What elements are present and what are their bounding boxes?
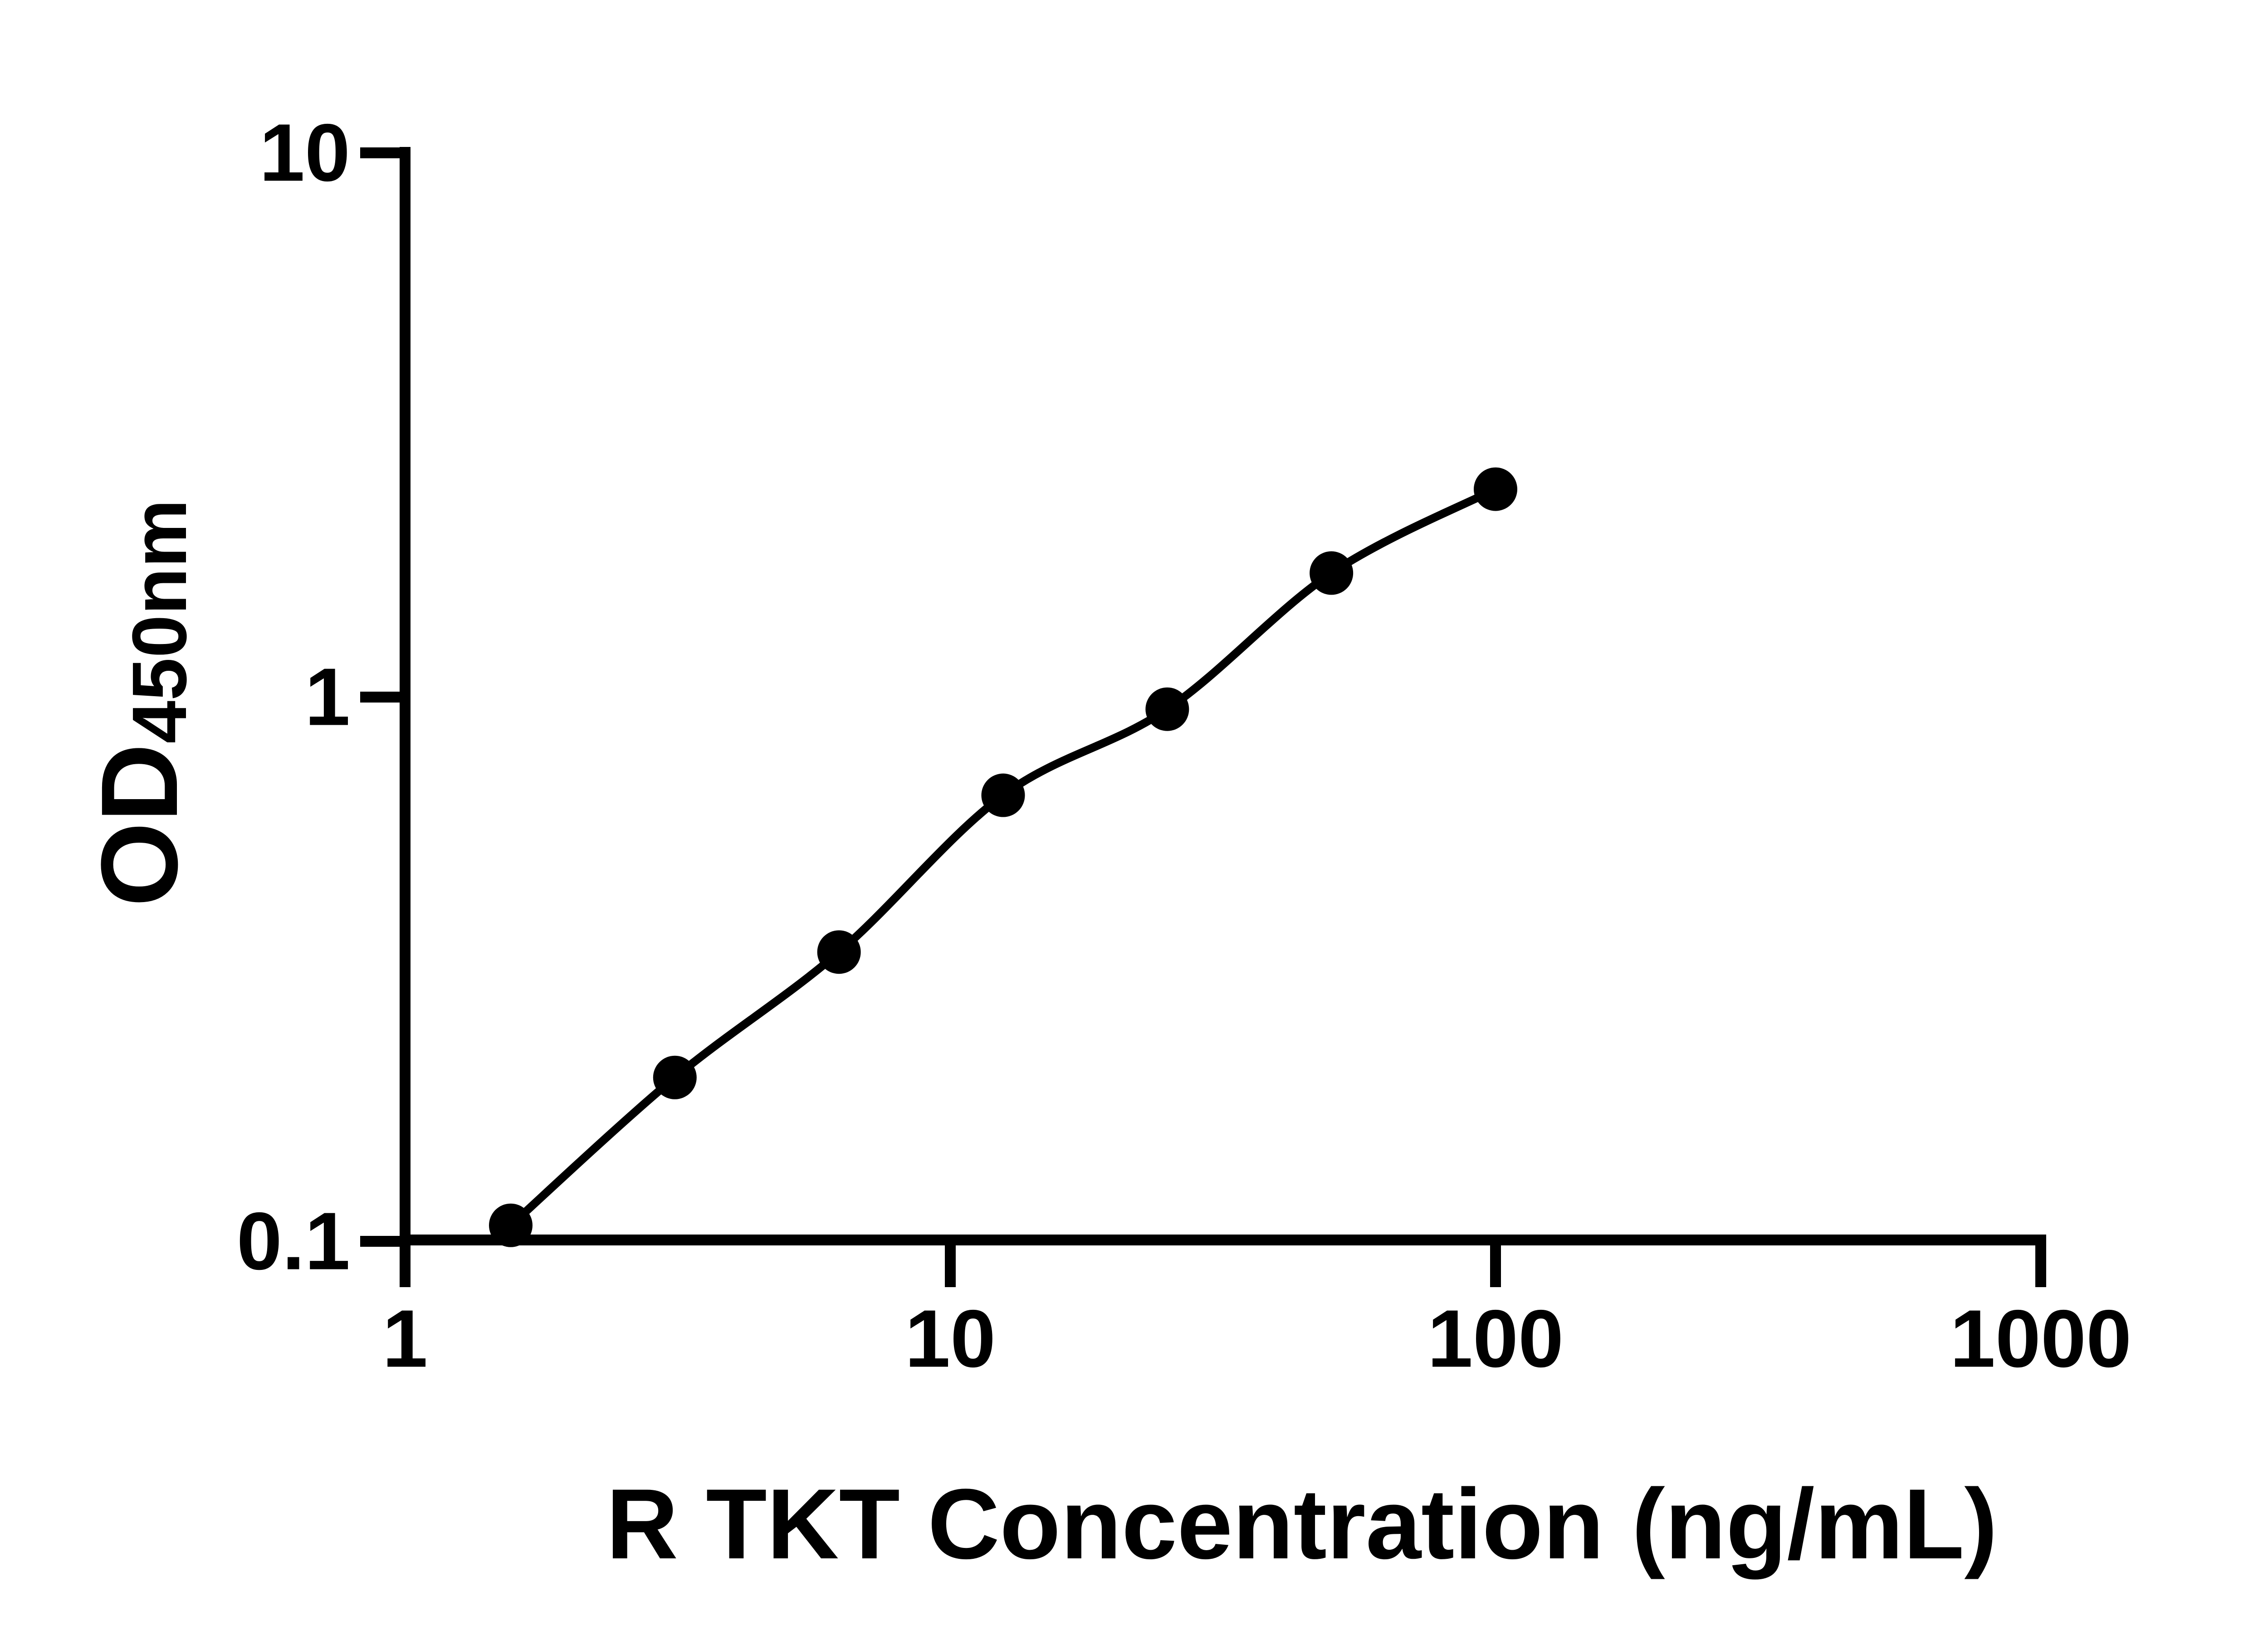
y-tick-label: 1 [305, 652, 350, 743]
data-point-marker [1145, 687, 1189, 731]
data-point-marker [1310, 551, 1354, 595]
y-axis-title: OD450nm [78, 499, 203, 907]
x-tick-label: 1 [382, 1293, 428, 1385]
x-tick-label: 100 [1427, 1293, 1564, 1385]
y-axis-title-subscript: 450nm [117, 499, 203, 744]
data-points [489, 467, 1517, 1247]
x-tick-group: 1 10 100 1000 [382, 1240, 2131, 1385]
y-tick-group: 10 1 0.1 [237, 107, 405, 1287]
y-tick-label: 10 [259, 107, 350, 199]
data-point-marker [489, 1203, 533, 1247]
data-point-marker [653, 1055, 697, 1099]
x-tick-label: 1000 [1950, 1293, 2131, 1385]
standard-curve-line [508, 485, 1498, 1229]
x-axis-title: R TKT Concentration (ng/mL) [606, 1468, 1997, 1580]
data-point-marker [981, 773, 1025, 817]
x-tick-label: 10 [905, 1293, 996, 1385]
axes [400, 147, 2046, 1245]
y-tick-label: 0.1 [237, 1196, 350, 1287]
y-axis-title-main: OD [78, 743, 200, 907]
data-point-marker [1474, 467, 1517, 511]
data-point-marker [817, 930, 861, 974]
